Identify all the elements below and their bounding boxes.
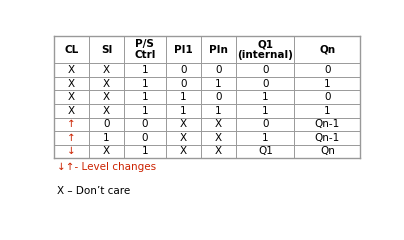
Text: X: X — [68, 92, 75, 102]
Text: 0: 0 — [324, 65, 331, 75]
Text: PIn: PIn — [209, 45, 228, 55]
Text: X: X — [103, 146, 110, 156]
Text: CL: CL — [64, 45, 78, 55]
Text: ↓↑- Level changes: ↓↑- Level changes — [57, 162, 156, 172]
Text: 0: 0 — [262, 65, 269, 75]
Text: 1: 1 — [324, 79, 331, 89]
Text: X: X — [215, 133, 222, 143]
Text: 0: 0 — [142, 133, 148, 143]
Text: 1: 1 — [142, 65, 148, 75]
Text: 1: 1 — [180, 92, 187, 102]
Text: 1: 1 — [324, 106, 331, 116]
Text: X: X — [103, 79, 110, 89]
Text: X: X — [103, 92, 110, 102]
Text: X – Don’t care: X – Don’t care — [57, 186, 130, 196]
Text: PI1: PI1 — [174, 45, 193, 55]
Text: Q1
(internal): Q1 (internal) — [238, 39, 293, 60]
Text: SI: SI — [101, 45, 112, 55]
Text: 1: 1 — [262, 133, 269, 143]
Text: X: X — [68, 106, 75, 116]
Text: 1: 1 — [262, 92, 269, 102]
Text: ↑: ↑ — [67, 133, 76, 143]
Text: X: X — [215, 119, 222, 129]
Text: 1: 1 — [103, 133, 110, 143]
Text: 0: 0 — [215, 65, 222, 75]
Text: 1: 1 — [180, 106, 187, 116]
Text: 0: 0 — [103, 119, 110, 129]
Text: ↓: ↓ — [67, 146, 76, 156]
Text: Qn: Qn — [320, 45, 336, 55]
Text: 0: 0 — [180, 79, 187, 89]
Text: 0: 0 — [324, 92, 331, 102]
Text: X: X — [215, 146, 222, 156]
Text: 1: 1 — [142, 92, 148, 102]
Text: Q1: Q1 — [258, 146, 273, 156]
Text: 0: 0 — [180, 65, 187, 75]
Text: 0: 0 — [215, 92, 222, 102]
Text: 1: 1 — [215, 79, 222, 89]
Text: 1: 1 — [262, 106, 269, 116]
Text: 1: 1 — [142, 79, 148, 89]
Text: X: X — [103, 106, 110, 116]
Text: 1: 1 — [215, 106, 222, 116]
Text: X: X — [68, 65, 75, 75]
Text: X: X — [180, 119, 187, 129]
Text: Qn-1: Qn-1 — [315, 133, 340, 143]
Text: 1: 1 — [142, 106, 148, 116]
Text: X: X — [180, 146, 187, 156]
Text: Qn-1: Qn-1 — [315, 119, 340, 129]
Text: Qn: Qn — [320, 146, 335, 156]
Text: 0: 0 — [262, 119, 269, 129]
Text: 0: 0 — [262, 79, 269, 89]
Text: P/S
Ctrl: P/S Ctrl — [134, 39, 156, 60]
Text: X: X — [68, 79, 75, 89]
Text: 0: 0 — [142, 119, 148, 129]
Text: X: X — [103, 65, 110, 75]
Text: X: X — [180, 133, 187, 143]
Text: 1: 1 — [142, 146, 148, 156]
Text: ↑: ↑ — [67, 119, 76, 129]
